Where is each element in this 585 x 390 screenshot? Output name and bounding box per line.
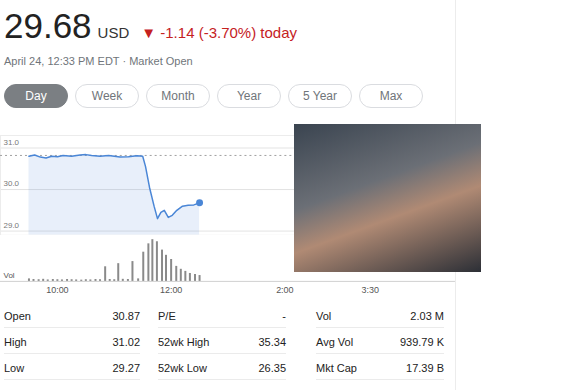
html-text:Month: Month <box>161 89 195 103</box>
html-text:Avg Vol: Avg Vol <box>316 335 354 348</box>
html-text:Vol: Vol <box>316 309 332 322</box>
svg-text:3:30: 3:30 <box>361 285 378 295</box>
html-text:Week: Week <box>91 89 123 103</box>
svg-text:2:00: 2:00 <box>276 285 293 295</box>
html-text:Year: Year <box>236 89 262 103</box>
html-text:P/E: P/E <box>158 309 176 322</box>
html-text:26.35: 26.35 <box>258 361 286 374</box>
html-text:April 24, 12:33 PM EDT · Marke: April 24, 12:33 PM EDT · Market Open <box>4 55 193 67</box>
html-text:Day: Day <box>25 89 47 103</box>
html-text:52wk Low: 52wk Low <box>158 361 207 374</box>
html-text:30.87: 30.87 <box>112 309 140 322</box>
svg-text:12:00: 12:00 <box>160 285 182 295</box>
svg-text:Vol: Vol <box>4 271 15 280</box>
html-text:29.68: 29.68 <box>4 6 92 45</box>
html-text:▼ -1.14 (-3.70%) today: ▼ -1.14 (-3.70%) today <box>141 24 297 41</box>
html-text:Low: Low <box>4 361 25 374</box>
html-text:High: High <box>4 335 27 348</box>
svg-text:29.0: 29.0 <box>4 221 20 230</box>
html-text:939.79 K: 939.79 K <box>400 335 444 348</box>
html-text:35.34: 35.34 <box>258 335 286 348</box>
html-text:52wk High: 52wk High <box>158 335 210 348</box>
html-text:17.39 B: 17.39 B <box>406 361 444 374</box>
html-text:USD: USD <box>97 24 130 41</box>
svg-text:10:00: 10:00 <box>46 285 68 295</box>
html-text:5 Year: 5 Year <box>303 89 337 103</box>
html-text:2.03 M: 2.03 M <box>410 309 444 322</box>
html-text:31.02: 31.02 <box>112 335 140 348</box>
svg-text:30.0: 30.0 <box>4 179 20 188</box>
svg-text:31.0: 31.0 <box>4 138 20 147</box>
html-text:Max: Max <box>379 89 403 103</box>
html-text:Mkt Cap: Mkt Cap <box>316 361 357 374</box>
html-text:Open: Open <box>4 309 31 322</box>
html-text:29.27: 29.27 <box>112 361 140 374</box>
